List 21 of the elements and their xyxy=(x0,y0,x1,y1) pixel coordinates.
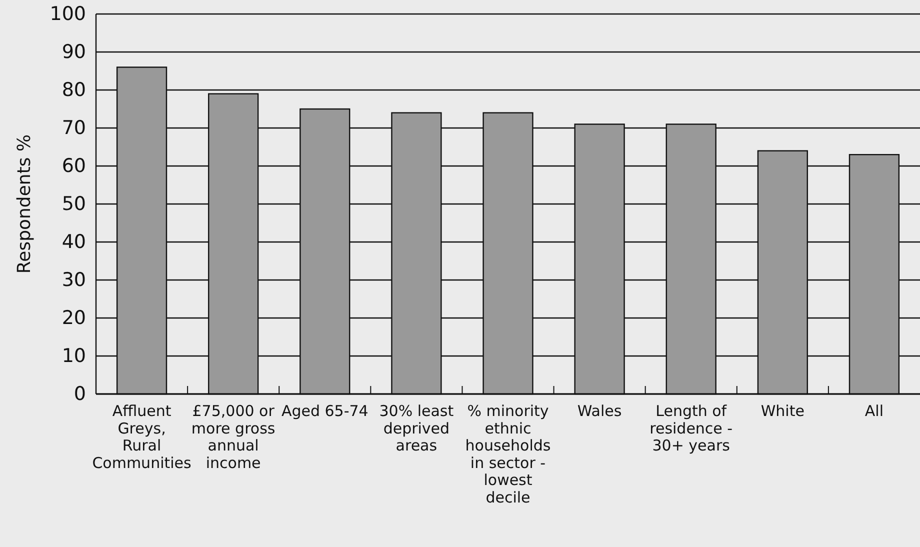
y-tick-label: 30 xyxy=(62,269,86,292)
y-tick-label: 40 xyxy=(62,231,86,254)
y-tick-label: 50 xyxy=(62,193,86,216)
x-tick-label: Length of residence - 30+ years xyxy=(650,402,733,454)
y-tick-label: 10 xyxy=(62,345,86,368)
y-tick-label: 60 xyxy=(62,155,86,178)
y-tick-label: 0 xyxy=(74,383,86,406)
x-tick-label: 30% least deprived areas xyxy=(379,402,454,454)
x-tick-label: Wales xyxy=(577,402,622,420)
x-tick-label: All xyxy=(864,402,884,420)
y-tick-label: 90 xyxy=(62,41,86,64)
y-tick-label: 80 xyxy=(62,79,86,102)
x-tick-label: Affluent Greys, Rural Communities xyxy=(92,402,192,472)
x-tick-label: White xyxy=(760,402,804,420)
y-axis-title: Respondents % xyxy=(14,134,35,274)
x-tick-label: Aged 65-74 xyxy=(281,402,368,420)
x-tick-label: £75,000 or more gross annual income xyxy=(191,402,276,472)
x-tick-label: % minority ethnic households in sector - lowest decile xyxy=(465,402,551,506)
y-tick-label: 70 xyxy=(62,117,86,140)
y-tick-label: 20 xyxy=(62,307,86,330)
y-tick-label: 100 xyxy=(50,3,86,26)
